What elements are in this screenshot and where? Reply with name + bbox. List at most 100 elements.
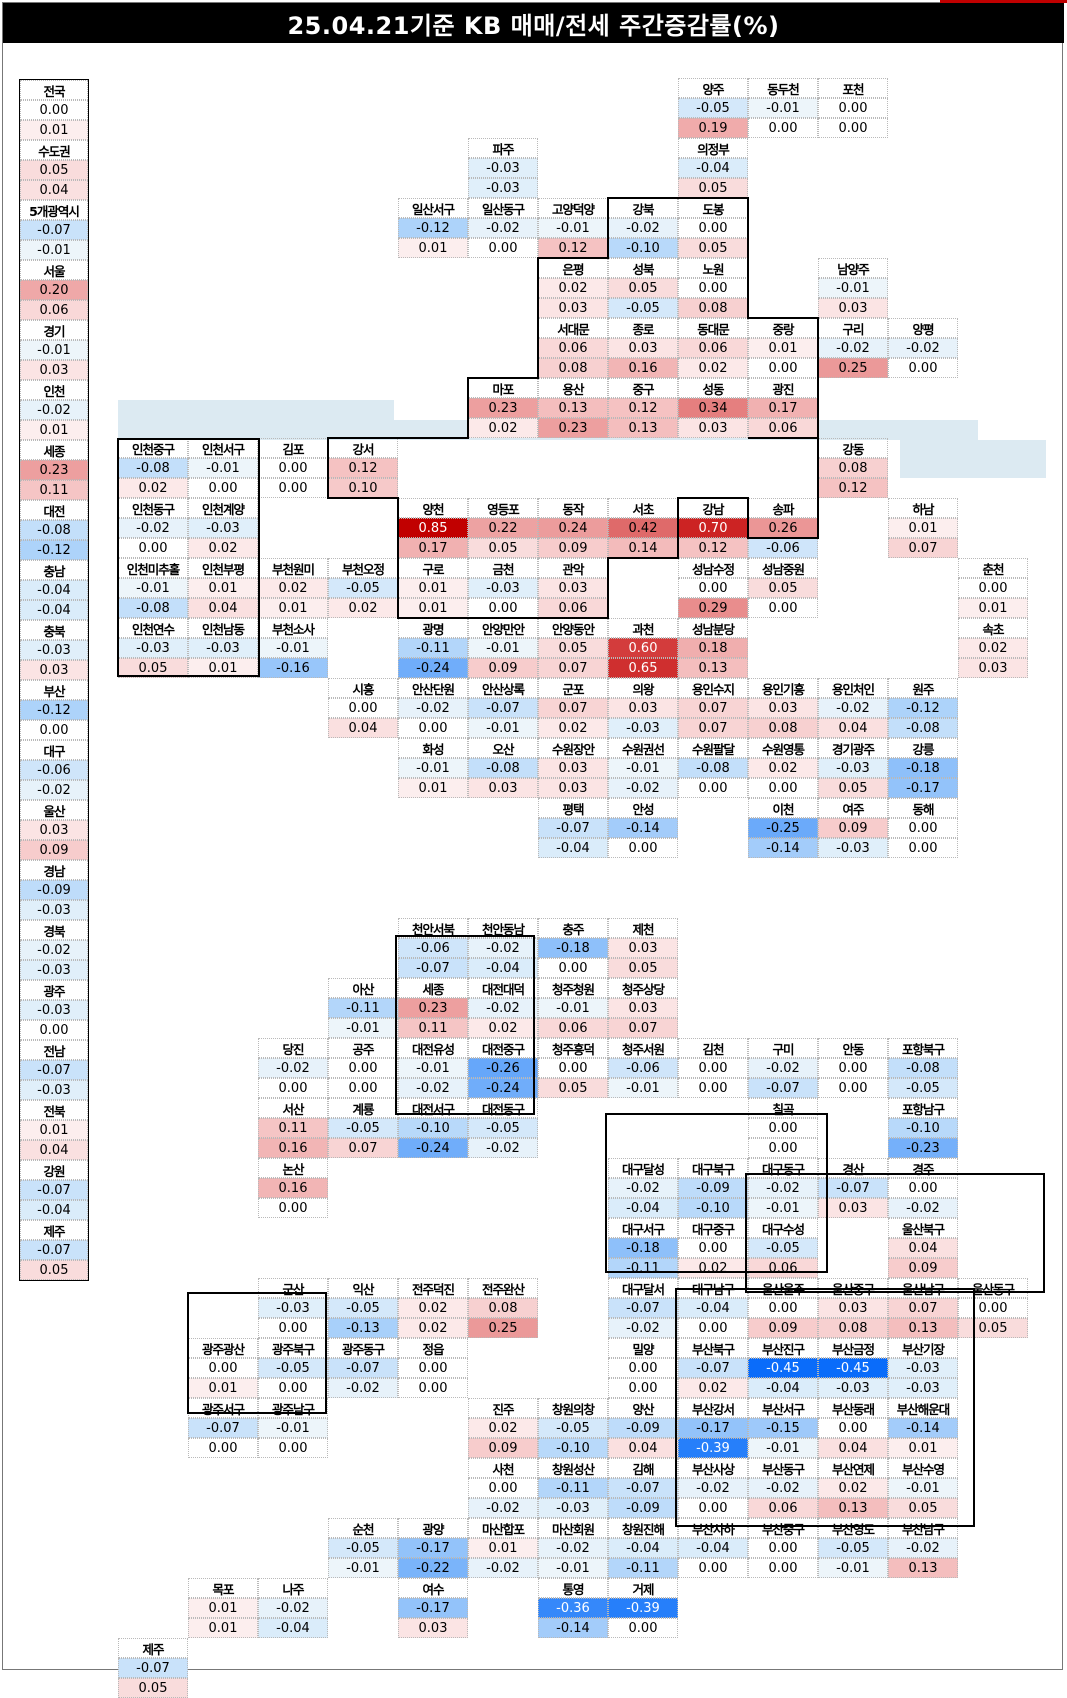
jeonse-change-value: -0.01 <box>538 1558 608 1578</box>
jeonse-change-value: -0.02 <box>328 1378 398 1398</box>
jeonse-change-value: 0.00 <box>678 778 748 798</box>
region-label: 익산 <box>328 1278 398 1298</box>
jeonse-change-value: 0.06 <box>748 1498 818 1518</box>
jeonse-change-value: -0.04 <box>748 1378 818 1398</box>
region-label: 진주 <box>468 1398 538 1418</box>
sale-change-value: -0.02 <box>748 1478 818 1498</box>
jeonse-change-value: 0.11 <box>398 1018 468 1038</box>
jeonse-change-value: -0.02 <box>888 1198 958 1218</box>
region-label: 고양덕양 <box>538 198 608 218</box>
sale-change-value: 0.00 <box>748 1118 818 1138</box>
region-label: 울산남구 <box>888 1278 958 1298</box>
jeonse-change-value: 0.06 <box>538 598 608 618</box>
sale-change-value: 0.17 <box>748 398 818 418</box>
region-label: 중구 <box>608 378 678 398</box>
sale-change-value: -0.02 <box>608 1178 678 1198</box>
jeonse-change-value: 0.01 <box>398 778 468 798</box>
region-label: 대구남구 <box>678 1278 748 1298</box>
region-label: 구미 <box>748 1038 818 1058</box>
sale-change-value: 0.42 <box>608 518 678 538</box>
region-label: 천안동남 <box>468 918 538 938</box>
jeonse-change-value: -0.03 <box>20 900 88 920</box>
jeonse-change-value: -0.06 <box>748 538 818 558</box>
sale-change-value: 0.03 <box>608 338 678 358</box>
jeonse-change-value: 0.03 <box>818 1198 888 1218</box>
region-label: 강서 <box>328 438 398 458</box>
region-label: 부산수영 <box>888 1458 958 1478</box>
sale-change-value: -0.06 <box>20 760 88 780</box>
sale-change-value: -0.12 <box>888 698 958 718</box>
jeonse-change-value: 0.01 <box>188 658 258 678</box>
jeonse-change-value: 0.02 <box>328 598 398 618</box>
jeonse-change-value: 0.00 <box>188 1438 258 1458</box>
province-label: 경북 <box>20 920 88 940</box>
region-label: 성동 <box>678 378 748 398</box>
region-label: 제주 <box>118 1638 188 1658</box>
region-label: 도봉 <box>678 198 748 218</box>
sale-change-value: 0.34 <box>678 398 748 418</box>
jeonse-change-value: 0.01 <box>958 598 1028 618</box>
jeonse-change-value: -0.24 <box>398 658 468 678</box>
region-label: 대구중구 <box>678 1218 748 1238</box>
region-label: 대구동구 <box>748 1158 818 1178</box>
sale-change-value: -0.11 <box>538 1478 608 1498</box>
jeonse-change-value: -0.08 <box>888 718 958 738</box>
jeonse-change-value: 0.01 <box>888 1438 958 1458</box>
jeonse-change-value: 0.16 <box>258 1138 328 1158</box>
sale-change-value: 0.00 <box>328 1058 398 1078</box>
region-label: 포항남구 <box>888 1098 958 1118</box>
province-label: 인천 <box>20 380 88 400</box>
sale-change-value: -0.01 <box>258 1418 328 1438</box>
jeonse-change-value: 0.07 <box>678 718 748 738</box>
jeonse-change-value: 0.02 <box>468 1018 538 1038</box>
region-label: 종로 <box>608 318 678 338</box>
sale-change-value: -0.07 <box>678 1358 748 1378</box>
jeonse-change-value: 0.02 <box>398 1318 468 1338</box>
sale-change-value: -0.05 <box>258 1358 328 1378</box>
jeonse-change-value: 0.11 <box>20 480 88 500</box>
sale-change-value: 0.00 <box>748 1298 818 1318</box>
province-label: 충북 <box>20 620 88 640</box>
jeonse-change-value: 0.13 <box>888 1318 958 1338</box>
region-label: 김포 <box>258 438 328 458</box>
sale-change-value: 0.02 <box>468 1418 538 1438</box>
sale-change-value: -0.07 <box>818 1178 888 1198</box>
jeonse-change-value: 0.14 <box>608 538 678 558</box>
jeonse-change-value: -0.01 <box>748 1438 818 1458</box>
region-label: 울산중구 <box>818 1278 888 1298</box>
jeonse-change-value: 0.00 <box>678 1078 748 1098</box>
sale-change-value: 0.12 <box>608 398 678 418</box>
jeonse-change-value: -0.07 <box>398 958 468 978</box>
region-label: 창원성산 <box>538 1458 608 1478</box>
sale-change-value: -0.02 <box>818 698 888 718</box>
jeonse-change-value: 0.02 <box>678 1258 748 1278</box>
sale-change-value: 0.00 <box>818 1418 888 1438</box>
sale-change-value: -0.04 <box>678 158 748 178</box>
sale-change-value: -0.02 <box>468 218 538 238</box>
jeonse-change-value: 0.00 <box>678 1498 748 1518</box>
region-label: 동작 <box>538 498 608 518</box>
region-label: 거제 <box>608 1578 678 1598</box>
sale-change-value: -0.07 <box>468 698 538 718</box>
region-label: 부산강서 <box>678 1398 748 1418</box>
jeonse-change-value: -0.08 <box>118 598 188 618</box>
sale-change-value: 0.01 <box>888 518 958 538</box>
jeonse-change-value: -0.01 <box>608 1078 678 1098</box>
jeonse-change-value: 0.05 <box>608 958 678 978</box>
jeonse-change-value: -0.02 <box>608 1318 678 1338</box>
sale-change-value: -0.14 <box>608 818 678 838</box>
region-label: 충주 <box>538 918 608 938</box>
sale-change-value: -0.02 <box>468 938 538 958</box>
jeonse-change-value: -0.07 <box>748 1078 818 1098</box>
sale-change-value: 0.00 <box>678 278 748 298</box>
jeonse-change-value: 0.03 <box>958 658 1028 678</box>
region-label: 밀양 <box>608 1338 678 1358</box>
sale-change-value: -0.03 <box>188 638 258 658</box>
jeonse-change-value: 0.03 <box>20 360 88 380</box>
region-label: 서초 <box>608 498 678 518</box>
region-label: 성남수정 <box>678 558 748 578</box>
region-label: 부산연제 <box>818 1458 888 1478</box>
region-label: 송파 <box>748 498 818 518</box>
region-label: 은평 <box>538 258 608 278</box>
jeonse-change-value: 0.01 <box>258 598 328 618</box>
